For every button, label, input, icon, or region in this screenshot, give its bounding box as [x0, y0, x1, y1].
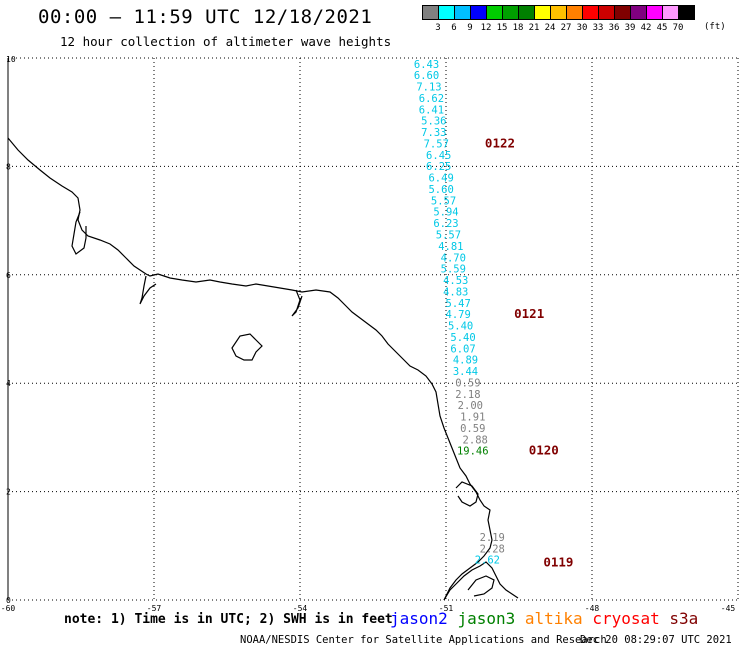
color-scale-label: 42 [640, 23, 652, 33]
coastline-inlet-east [291, 289, 303, 317]
island [231, 333, 263, 361]
wave-height-value: 2.00 [458, 400, 483, 412]
lat-tick-label: 6 [6, 271, 11, 280]
color-scale-label: 30 [576, 23, 588, 33]
satellite-legend-item: jason3 [457, 609, 525, 628]
map-grid [7, 57, 739, 601]
wave-height-value: 6.07 [450, 343, 475, 355]
wave-height-value: 4.70 [441, 252, 466, 264]
lat-tick-label: 10 [6, 55, 16, 64]
coastline [7, 137, 519, 601]
color-scale-unit: (ft) [704, 22, 726, 32]
wave-height-value: 5.57 [431, 195, 456, 207]
wave-height-value: 6.60 [414, 70, 439, 82]
wave-height-value: 4.89 [453, 355, 478, 367]
coastline-inlet-west [71, 211, 87, 255]
wave-height-value: 5.94 [433, 207, 458, 219]
wave-height-value: 5.59 [441, 264, 466, 276]
wave-height-value: 6.45 [426, 150, 451, 162]
pass-time-label: 0122 [485, 135, 515, 150]
wave-height-value: 5.40 [448, 321, 473, 333]
footer-timestamp: Dec 20 08:29:07 UTC 2021 [580, 634, 732, 646]
pass-labels: 0122 0121 0120 0119 [485, 135, 574, 569]
color-scale-label: 33 [592, 23, 604, 33]
pass-time-label: 0120 [529, 443, 559, 458]
color-scale-label: 9 [467, 23, 473, 33]
wave-height-value: 2.19 [480, 532, 505, 544]
wave-height-value: 5.47 [446, 298, 471, 310]
color-scale-label: 36 [608, 23, 620, 33]
color-scale-label: 70 [672, 23, 684, 33]
wave-height-value: 5.36 [421, 116, 446, 128]
lon-tick-label: -45 [721, 604, 736, 613]
color-scale-label: 27 [560, 23, 572, 33]
map-note: note: 1) Time is in UTC; 2) SWH is in fe… [64, 612, 393, 627]
wave-height-value: 6.62 [419, 93, 444, 105]
coastline-amazon-delta [455, 481, 479, 507]
lon-tick-label: -57 [147, 604, 162, 613]
wave-height-value: 5.57 [436, 229, 461, 241]
map-subtitle: 12 hour collection of altimeter wave hei… [60, 34, 392, 49]
color-scale-labels: 3 6 9 12 15 18 21 24 27 30 33 36 39 42 45 70 [422, 23, 686, 33]
lon-tick-label: -48 [585, 604, 600, 613]
lon-tick-label: -60 [1, 604, 16, 613]
wave-height-value: 2.18 [455, 389, 480, 401]
map-title: 00:00 – 11:59 UTC 12/18/2021 [38, 6, 373, 28]
wave-height-value: 0.59 [460, 423, 485, 435]
color-scale-label: 39 [624, 23, 636, 33]
lat-tick-label: 0 [6, 596, 11, 605]
color-scale-label: 15 [496, 23, 508, 33]
color-scale-label: 24 [544, 23, 556, 33]
wave-height-value: 6.49 [428, 173, 453, 185]
coastline-main [7, 137, 493, 601]
wave-height-value: 2.88 [463, 434, 488, 446]
color-scale-label: 12 [480, 23, 492, 33]
wave-height-value: 4.83 [443, 286, 468, 298]
satellite-legend: jason2 jason3 altika cryosat s3a [390, 609, 698, 628]
footer-credit: NOAA/NESDIS Center for Satellite Applica… [240, 634, 607, 646]
satellite-legend-item: jason2 [390, 609, 458, 628]
color-scale-bar [422, 5, 695, 20]
wave-height-value: 2.62 [475, 555, 500, 567]
wave-height-value: 7.57 [424, 138, 449, 150]
pass-time-label: 0119 [543, 554, 573, 569]
wave-height-value: 2.28 [480, 543, 505, 555]
satellite-legend-item: cryosat [592, 609, 670, 628]
wave-height-value: 5.60 [428, 184, 453, 196]
color-scale-label: 3 [435, 23, 441, 33]
color-scale-cell [678, 5, 695, 20]
coastline-inlet-central [139, 275, 157, 305]
wave-height-value: 5.40 [450, 332, 475, 344]
color-scale-label: 21 [528, 23, 540, 33]
coastline-marajo [467, 575, 495, 597]
color-scale-label: 45 [656, 23, 668, 33]
wave-height-value: 7.13 [416, 82, 441, 94]
wave-height-value: 7.33 [421, 127, 446, 139]
lat-tick-label: 4 [6, 379, 11, 388]
wave-height-value: 6.25 [426, 161, 451, 173]
wave-height-values: 6.436.607.136.626.415.367.337.576.456.25… [414, 59, 505, 567]
color-scale-label: 6 [451, 23, 457, 33]
wave-height-value: 3.44 [453, 366, 478, 378]
wave-height-value: 4.53 [443, 275, 468, 287]
lat-tick-label: 8 [6, 162, 11, 171]
color-scale-label: 18 [512, 23, 524, 33]
wave-height-value: 4.81 [438, 241, 463, 253]
pass-time-label: 0121 [514, 306, 544, 321]
wave-height-value: 6.23 [433, 218, 458, 230]
lat-tick-label: 2 [6, 488, 11, 497]
wave-height-value: 0.59 [455, 377, 480, 389]
coastline-south [443, 561, 519, 601]
wave-height-value: 19.46 [457, 446, 489, 458]
wave-height-value: 6.41 [419, 104, 444, 116]
wave-height-value: 1.91 [460, 412, 485, 424]
wave-height-value: 6.43 [414, 59, 439, 71]
lon-tick-label: -51 [439, 604, 454, 613]
lon-tick-label: -54 [293, 604, 308, 613]
axis-tick-labels: -60 -57 -54 -51 -48 -45 0 2 4 6 8 10 [1, 55, 736, 613]
wave-height-value: 4.79 [446, 309, 471, 321]
satellite-legend-item: altika [524, 609, 593, 628]
satellite-legend-item: s3a [669, 609, 699, 628]
